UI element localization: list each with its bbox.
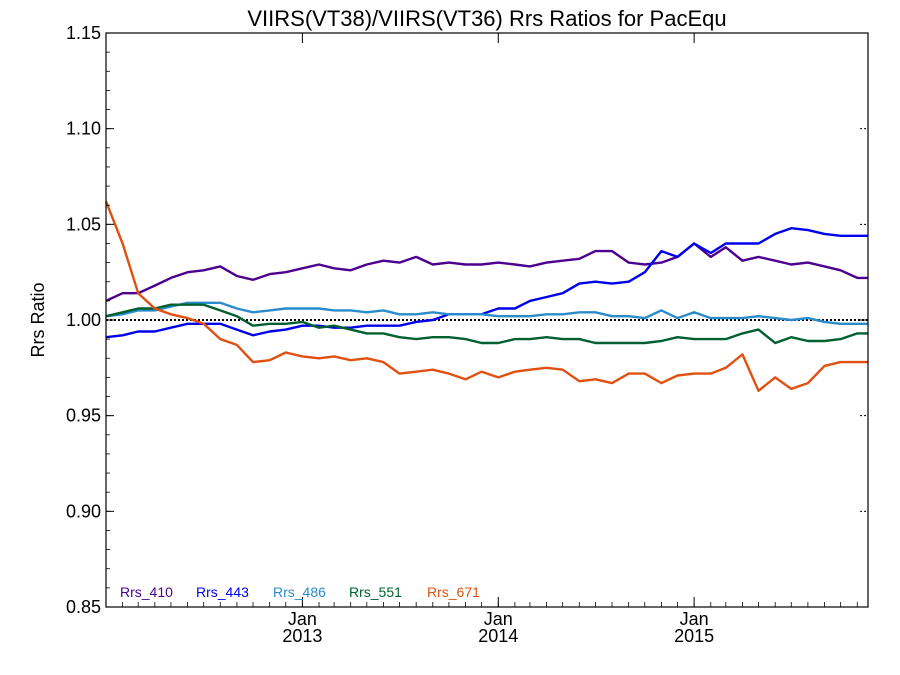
y-tick-label: 1.00 (66, 310, 101, 330)
legend-label-rrs-671: Rrs_671 (427, 584, 480, 600)
x-tick-label-month: Jan (484, 609, 513, 629)
y-tick-label: 0.90 (66, 501, 101, 521)
series-line-rrs-410 (105, 242, 868, 302)
legend: Rrs_410 Rrs_443 Rrs_486 Rrs_551 Rrs_671 (120, 584, 480, 600)
series-line-rrs-671 (104, 200, 868, 392)
y-tick-label: 1.10 (66, 119, 101, 139)
chart-title: VIIRS(VT38)/VIIRS(VT36) Rrs Ratios for P… (247, 6, 726, 31)
y-tick-label: 0.85 (66, 597, 101, 617)
plot-frame (105, 32, 869, 608)
legend-label-rrs-551: Rrs_551 (349, 584, 402, 600)
y-tick-label: 0.95 (66, 406, 101, 426)
series-line-rrs-551 (105, 303, 868, 345)
x-tick-label-year: 2013 (282, 626, 322, 646)
y-axis-label: Rrs Ratio (28, 282, 48, 357)
x-tick-label-year: 2015 (674, 626, 714, 646)
y-tick-label: 1.15 (66, 23, 101, 43)
series-line-rrs-443 (105, 226, 868, 339)
y-tick-label: 1.05 (66, 214, 101, 234)
x-tick-label-year: 2014 (478, 626, 518, 646)
tick-layer: 0.850.900.951.001.051.101.15Jan2013Jan20… (66, 23, 869, 646)
series-line-rrs-486 (105, 301, 868, 325)
legend-label-rrs-486: Rrs_486 (273, 584, 326, 600)
x-tick-label-month: Jan (288, 609, 317, 629)
legend-label-rrs-410: Rrs_410 (120, 584, 173, 600)
series-layer (104, 200, 868, 392)
legend-label-rrs-443: Rrs_443 (196, 584, 249, 600)
x-tick-label-month: Jan (680, 609, 709, 629)
